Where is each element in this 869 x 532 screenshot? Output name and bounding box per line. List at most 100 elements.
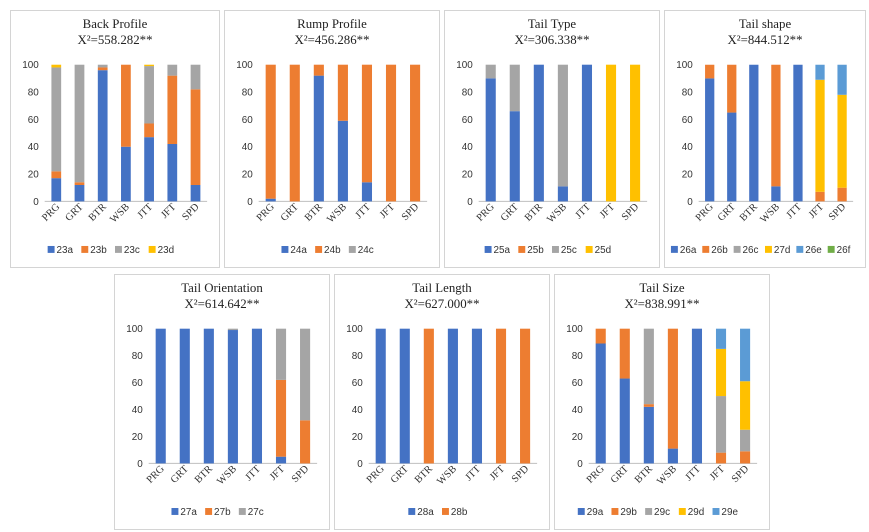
x-tick-label: JFT xyxy=(378,201,398,221)
legend-swatch-23a xyxy=(47,245,55,253)
y-tick-label: 60 xyxy=(352,378,364,389)
bar-23b-jtt xyxy=(144,123,154,138)
x-tick-label: JFT xyxy=(488,463,508,483)
bar-26b-wsb xyxy=(771,64,781,187)
y-tick-label: 0 xyxy=(577,459,583,470)
legend-swatch-23d xyxy=(148,245,156,253)
bar-24b-prg xyxy=(265,64,276,199)
legend-label: 26f xyxy=(837,245,851,256)
bar-29b-prg xyxy=(595,328,606,344)
x-tick-label: PRG xyxy=(255,201,277,223)
bar-25a-prg xyxy=(485,78,496,202)
bar-23a-jtt xyxy=(144,137,154,202)
legend-label: 24c xyxy=(358,245,374,256)
x-tick-label: JFT xyxy=(598,201,618,221)
bar-29c-btr xyxy=(643,328,654,405)
legend-swatch-25c xyxy=(552,246,559,253)
y-tick-label: 40 xyxy=(682,142,694,153)
chart-title: Back Profile xyxy=(83,17,148,31)
x-tick-label: SPD xyxy=(827,201,849,223)
bar-27a-wsb xyxy=(227,330,238,464)
bar-23a-btr xyxy=(97,70,108,202)
legend-swatch-26b xyxy=(702,245,710,253)
legend-swatch-25b xyxy=(518,246,526,253)
bar-29b-btr xyxy=(643,404,654,407)
x-tick-label: BTR xyxy=(87,202,109,224)
y-tick-label: 40 xyxy=(352,405,364,416)
legend-label: 26a xyxy=(680,245,697,256)
bar-29b-jft xyxy=(715,452,727,464)
bar-27a-jtt xyxy=(251,328,263,464)
bar-24b-btr xyxy=(313,64,324,76)
y-tick-label: 60 xyxy=(242,115,254,126)
bar-23c-grt xyxy=(74,64,85,183)
x-tick-label: PRG xyxy=(145,463,167,485)
bar-25a-grt xyxy=(509,111,520,202)
legend-swatch-23b xyxy=(81,245,89,253)
legend-label: 24b xyxy=(324,245,341,256)
legend-label: 27c xyxy=(248,507,264,518)
legend-label: 28a xyxy=(417,507,434,518)
x-tick-label: BTR xyxy=(193,464,215,486)
bar-29e-spd xyxy=(740,328,751,382)
bar-23b-jft xyxy=(167,75,178,144)
x-tick-label: BTR xyxy=(413,464,435,486)
x-tick-label: SPD xyxy=(290,463,312,485)
legend-label: 29c xyxy=(654,507,670,518)
bar-25d-spd xyxy=(630,64,641,202)
legend-label: 23b xyxy=(90,245,107,256)
chart-title: Tail Type xyxy=(528,17,577,31)
bar-23a-wsb xyxy=(121,146,131,202)
legend-label: 29b xyxy=(620,507,637,518)
bar-24a-jtt xyxy=(361,182,373,202)
y-tick-label: 100 xyxy=(566,324,583,335)
y-tick-label: 20 xyxy=(132,432,144,443)
y-tick-label: 0 xyxy=(357,459,363,470)
bar-26b-jft xyxy=(815,191,825,202)
bar-23c-jtt xyxy=(144,66,154,124)
y-tick-label: 20 xyxy=(28,170,40,181)
bar-25c-wsb xyxy=(557,64,568,187)
bar-26e-spd xyxy=(837,64,847,95)
legend-swatch-24c xyxy=(348,246,356,253)
bar-26b-spd xyxy=(837,187,847,202)
legend-label: 23d xyxy=(158,245,175,256)
chi-square-label: X²=614.642** xyxy=(184,297,259,311)
legend-swatch-24b xyxy=(315,246,323,253)
x-tick-label: JFT xyxy=(708,463,728,483)
bar-24b-spd xyxy=(410,64,421,202)
bar-24b-jtt xyxy=(361,64,373,183)
bar-28b-btr xyxy=(423,328,434,464)
bar-29c-spd xyxy=(740,429,751,452)
bar-26a-prg xyxy=(705,78,715,202)
bar-26a-btr xyxy=(749,64,759,202)
legend-swatch-27d xyxy=(765,245,772,253)
bar-26b-grt xyxy=(727,64,737,113)
bar-23d-jtt xyxy=(144,64,154,67)
bar-28a-wsb xyxy=(447,328,458,464)
bar-23b-wsb xyxy=(121,64,131,147)
legend-swatch-29a xyxy=(577,508,585,515)
bar-27b-jft xyxy=(275,379,287,457)
y-tick-label: 100 xyxy=(456,60,473,71)
legend-label: 27b xyxy=(214,507,231,518)
chart-tail-orientation: Tail Orientation X²=614.642** 0 20 40 60 80 100… xyxy=(126,281,318,518)
chart-title: Tail Orientation xyxy=(181,281,263,295)
bar-29b-spd xyxy=(740,451,751,464)
legend-label: 23c xyxy=(124,245,140,256)
legend-label: 29d xyxy=(688,507,705,518)
bar-23b-spd xyxy=(190,89,201,185)
x-tick-label: WSB xyxy=(215,464,239,488)
chart-tail-shape: Tail shape X²=844.512** 0 20 40 60 80 100 PRG GRT… xyxy=(670,17,854,256)
y-tick-label: 40 xyxy=(242,142,254,153)
y-tick-label: 80 xyxy=(132,351,144,362)
y-tick-label: 60 xyxy=(28,115,40,126)
legend-label: 26c xyxy=(743,245,759,256)
legend-label: 27a xyxy=(180,507,197,518)
chart-panel-tail-shape: Tail shape X²=844.512** 0 20 40 60 80 100 PRG GRT… xyxy=(664,10,866,268)
bar-28a-grt xyxy=(399,328,410,464)
bar-26e-jft xyxy=(815,64,825,80)
legend-swatch-29c xyxy=(645,508,653,515)
legend-swatch-29d xyxy=(678,508,686,515)
chart-title: Rump Profile xyxy=(297,17,367,31)
